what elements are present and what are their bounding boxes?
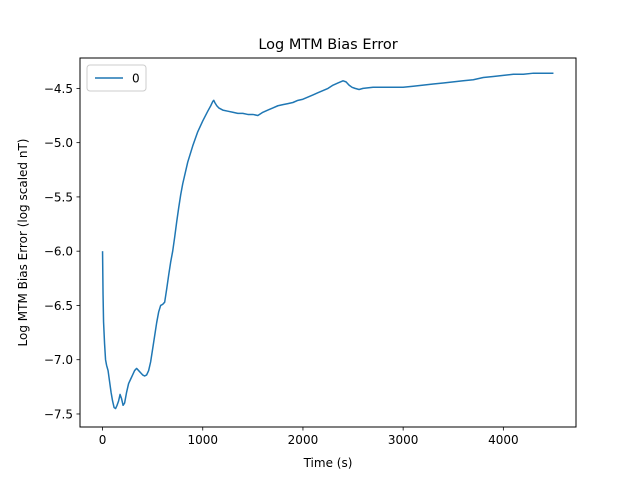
x-tick-label-1: 1000	[187, 433, 218, 447]
y-tick-label-4: −5.5	[44, 190, 73, 204]
y-tick-label-5: −5.0	[44, 136, 73, 150]
plot-area-frame	[79, 57, 577, 428]
plot-content	[101, 72, 554, 410]
y-axis: −7.5 −7.0 −6.5 −6.0 −5.5 −5.0 −4.5	[44, 82, 80, 421]
x-axis: 0 1000 2000 3000 4000	[99, 427, 519, 447]
legend: 0	[86, 64, 147, 92]
x-tick-label-3: 3000	[388, 433, 419, 447]
legend-label-0: 0	[132, 72, 140, 86]
y-tick-label-0: −7.5	[44, 407, 73, 421]
y-tick-label-3: −6.0	[44, 245, 73, 259]
x-tick-label-0: 0	[99, 433, 107, 447]
x-axis-label: Time (s)	[303, 456, 353, 470]
series-line-0	[101, 72, 554, 410]
y-tick-label-2: −6.5	[44, 299, 73, 313]
x-tick-label-2: 2000	[288, 433, 319, 447]
chart-title: Log MTM Bias Error	[258, 37, 397, 53]
y-tick-label-6: −4.5	[44, 82, 73, 96]
x-tick-label-4: 4000	[488, 433, 519, 447]
y-axis-label: Log MTM Bias Error (log scaled nT)	[16, 139, 30, 347]
y-tick-label-1: −7.0	[44, 353, 73, 367]
